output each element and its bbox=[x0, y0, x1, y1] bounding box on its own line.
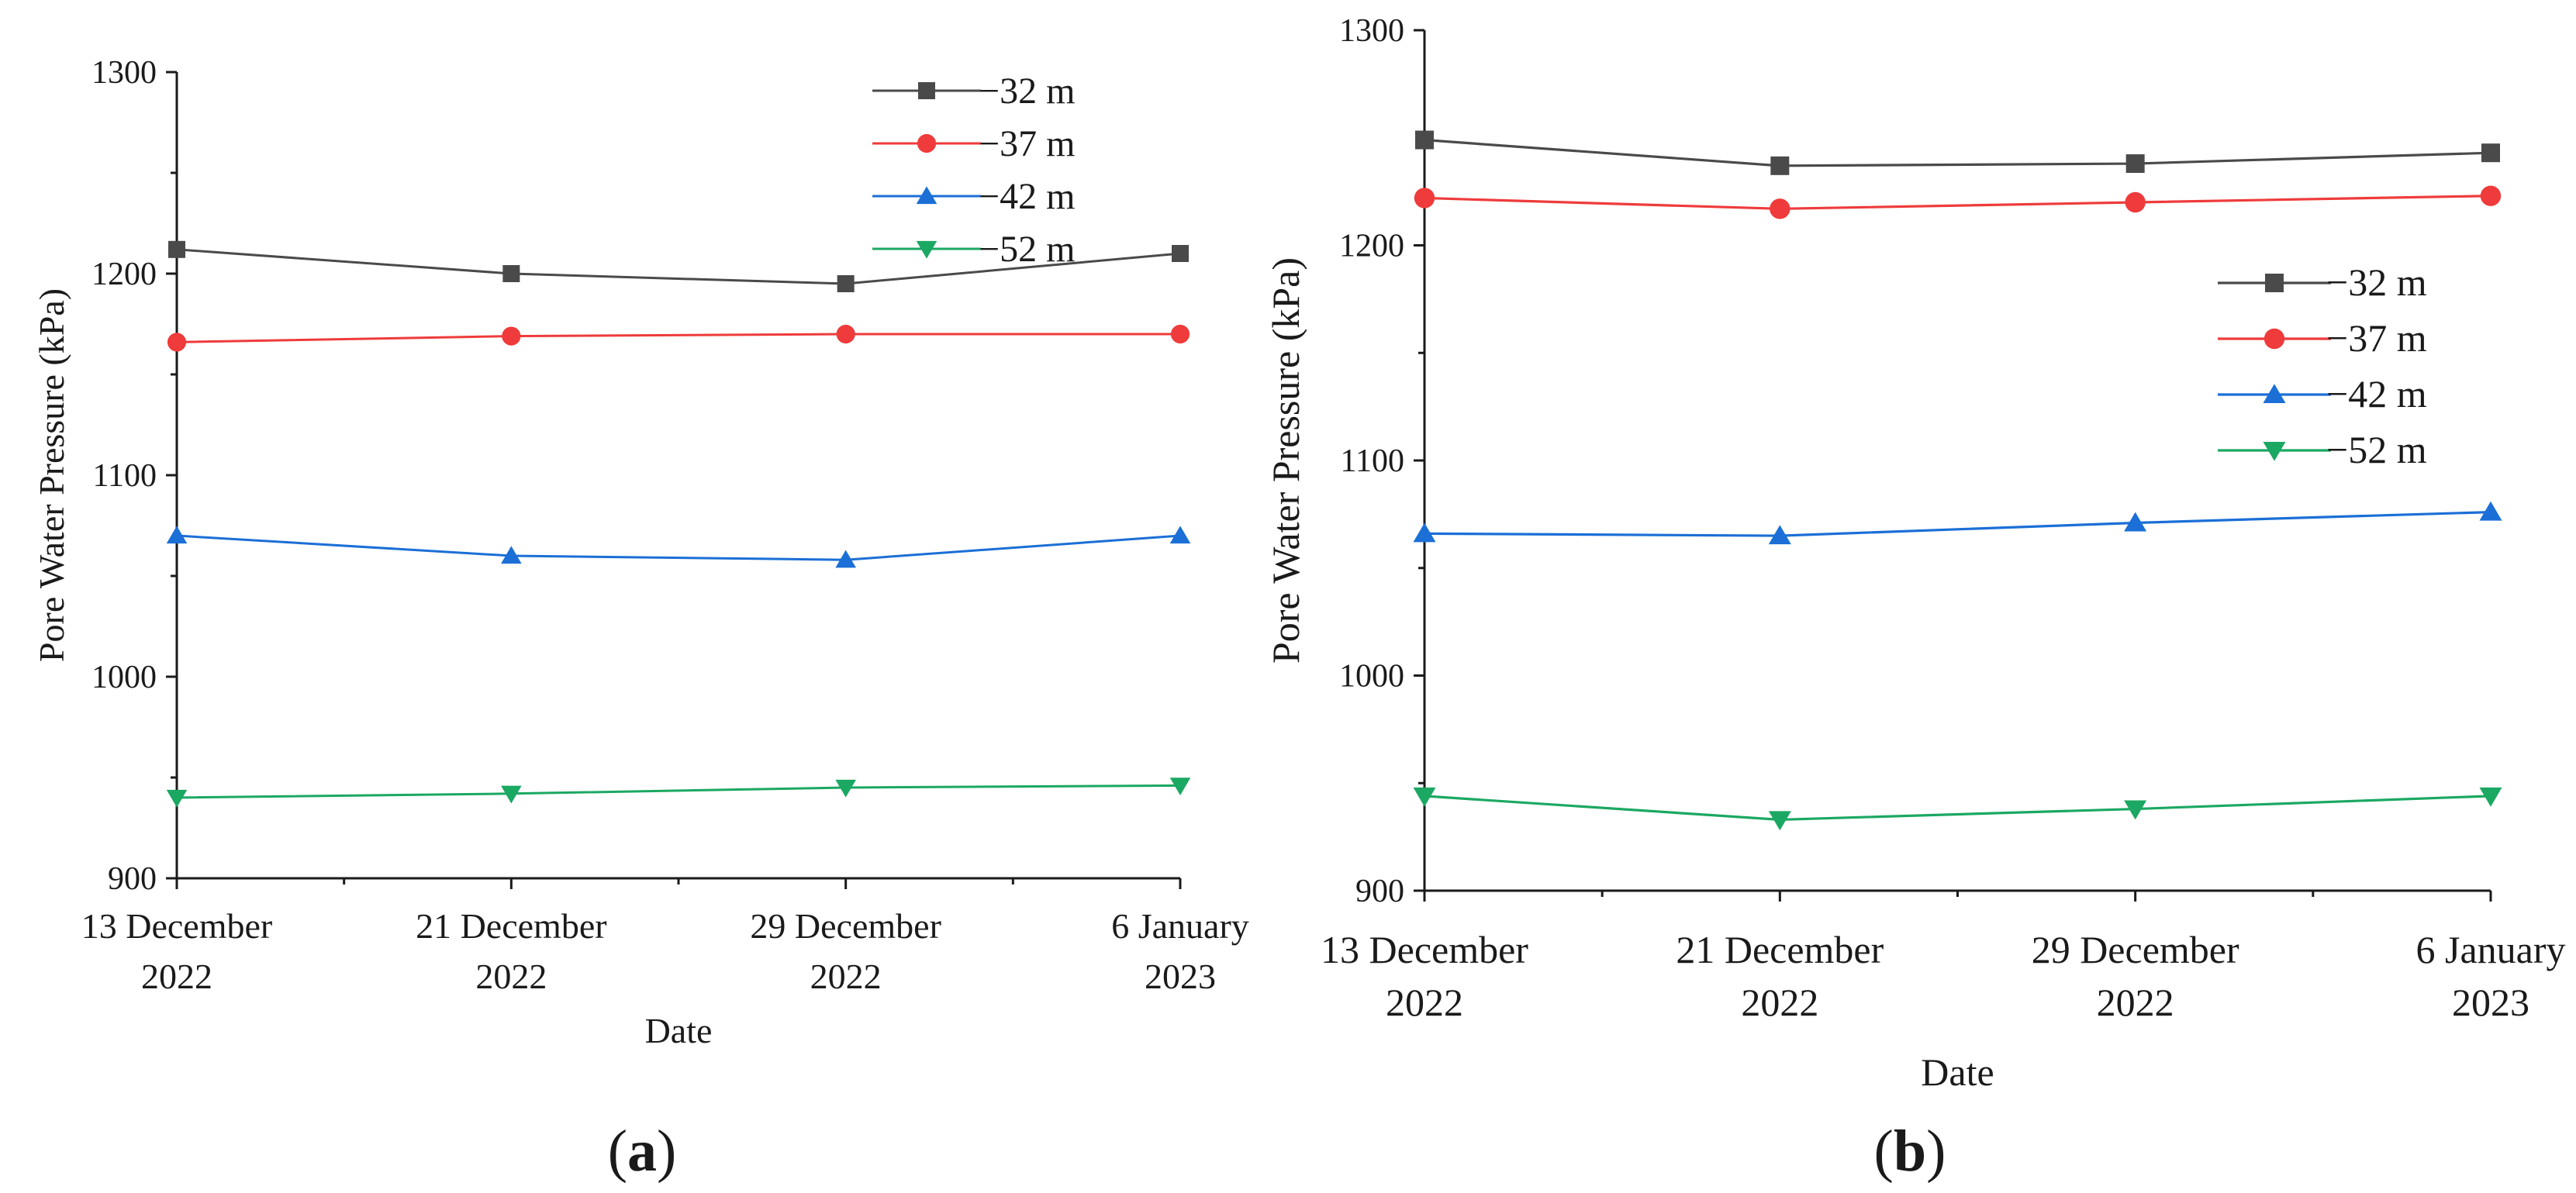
legend: −32 m −37 m −42 m −52 m bbox=[872, 71, 1075, 270]
series-line bbox=[176, 333, 1180, 343]
series-line bbox=[176, 534, 1181, 561]
legend-marker bbox=[2263, 441, 2286, 461]
data-point bbox=[1415, 130, 1434, 150]
data-point bbox=[168, 240, 185, 258]
data-point bbox=[502, 326, 521, 346]
legend-marker bbox=[918, 82, 935, 99]
data-point bbox=[2125, 154, 2145, 174]
data-point bbox=[1768, 811, 1791, 831]
x-tick-label-date: 13 December bbox=[81, 906, 273, 946]
y-axis-title: Pore Water Pressure (kPa) bbox=[32, 288, 71, 662]
data-point bbox=[2481, 143, 2500, 163]
data-point bbox=[1413, 522, 1436, 543]
y-tick-label: 900 bbox=[108, 861, 157, 897]
data-point bbox=[2124, 800, 2147, 820]
y-tick-label: 1000 bbox=[92, 660, 157, 695]
data-point bbox=[166, 526, 188, 544]
x-tick-label-year: 2022 bbox=[1386, 981, 1463, 1024]
legend-marker bbox=[916, 186, 938, 205]
data-point bbox=[1414, 188, 1435, 209]
x-tick-label-year: 2022 bbox=[1741, 981, 1818, 1024]
y-tick-label: 900 bbox=[1355, 874, 1404, 909]
data-point bbox=[1413, 787, 1436, 807]
legend-label: −42 m bbox=[979, 176, 1075, 217]
y-tick-label: 1100 bbox=[1341, 443, 1404, 479]
legend-marker bbox=[2263, 328, 2285, 350]
x-tick-label-date: 6 January bbox=[2416, 928, 2566, 971]
y-tick-label: 1300 bbox=[92, 55, 157, 91]
data-point bbox=[2479, 787, 2502, 807]
data-point bbox=[1170, 324, 1190, 344]
y-tick-label: 1000 bbox=[1339, 659, 1404, 695]
y-tick-label: 1100 bbox=[93, 458, 157, 494]
x-tick-label-year: 2022 bbox=[810, 957, 882, 996]
series-line bbox=[1424, 138, 2491, 167]
series-line bbox=[1424, 195, 2491, 210]
legend: −32 m −37 m −42 m −52 m bbox=[2218, 260, 2427, 471]
legend-label: −42 m bbox=[2326, 372, 2427, 415]
data-point bbox=[1770, 156, 1790, 175]
data-point bbox=[2479, 501, 2502, 521]
x-tick-label-date: 13 December bbox=[1321, 928, 1528, 971]
y-axis-title: Pore Water Pressure (kPa) bbox=[1264, 257, 1307, 664]
data-point bbox=[502, 265, 520, 282]
legend-marker bbox=[917, 133, 937, 153]
y-tick-label: 1200 bbox=[1339, 229, 1404, 264]
legend-label: −52 m bbox=[979, 229, 1075, 270]
x-tick-label-date: 21 December bbox=[416, 906, 607, 946]
x-tick-label-year: 2023 bbox=[1145, 957, 1216, 996]
legend-label: −37 m bbox=[2326, 316, 2427, 360]
panel-label-a: (a) bbox=[608, 1119, 677, 1184]
legend-marker bbox=[2265, 274, 2284, 292]
data-point bbox=[1172, 245, 1189, 262]
panel-label-b: (b) bbox=[1874, 1119, 1946, 1184]
x-axis-title: Date bbox=[645, 1011, 713, 1050]
x-tick-label-date: 6 January bbox=[1111, 906, 1249, 946]
x-tick-label-year: 2023 bbox=[2452, 981, 2529, 1024]
legend-label: −32 m bbox=[979, 71, 1075, 112]
y-tick-label: 1200 bbox=[92, 257, 157, 292]
y-tick-label: 1300 bbox=[1339, 13, 1404, 49]
data-point bbox=[1169, 778, 1191, 796]
data-point bbox=[835, 550, 856, 568]
data-point bbox=[166, 789, 188, 808]
data-point bbox=[1169, 526, 1191, 544]
data-point bbox=[2480, 185, 2502, 206]
legend-label: −32 m bbox=[2326, 260, 2427, 304]
legend-marker bbox=[916, 240, 938, 259]
series-line bbox=[176, 248, 1181, 285]
data-point bbox=[1768, 525, 1791, 545]
x-axis-title: Date bbox=[1921, 1050, 1994, 1094]
x-tick-label-year: 2022 bbox=[2097, 981, 2174, 1024]
data-point bbox=[1770, 198, 1790, 219]
series-line bbox=[176, 784, 1181, 799]
series-line bbox=[1424, 795, 2491, 822]
legend-label: −37 m bbox=[979, 123, 1075, 164]
data-point bbox=[501, 785, 522, 804]
chart-panel-a: 900 1000 1100 1200 1300 13 December 2022 21 Dec… bbox=[32, 55, 1249, 1050]
x-tick-label-date: 21 December bbox=[1676, 928, 1884, 971]
legend-marker bbox=[2263, 384, 2286, 404]
series-line bbox=[1424, 511, 2491, 537]
data-point bbox=[167, 333, 187, 352]
data-point bbox=[2124, 512, 2147, 532]
chart-panel-b: 900 1000 1100 1200 1300 13 December 2022 21 Dec… bbox=[1264, 13, 2566, 1094]
x-tick-label-year: 2022 bbox=[475, 957, 547, 996]
legend-label: −52 m bbox=[2326, 428, 2427, 471]
data-point bbox=[2125, 191, 2146, 213]
data-point bbox=[501, 546, 522, 564]
data-point bbox=[835, 779, 856, 798]
x-tick-label-year: 2022 bbox=[141, 957, 212, 996]
data-point bbox=[837, 275, 855, 292]
x-tick-label-date: 29 December bbox=[750, 906, 941, 946]
data-point bbox=[836, 324, 855, 344]
x-tick-label-date: 29 December bbox=[2032, 928, 2239, 971]
